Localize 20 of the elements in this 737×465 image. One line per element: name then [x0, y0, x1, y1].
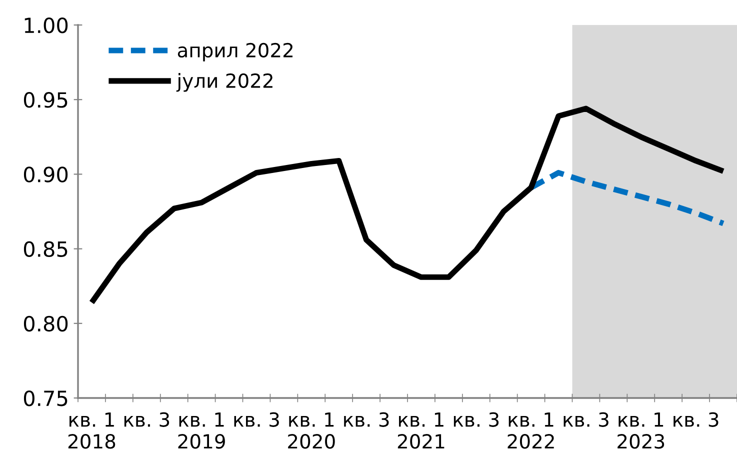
legend-label: јули 2022 [176, 72, 272, 92]
x-tick-label: кв. 3 [674, 412, 718, 427]
x-tick-label: кв. 3 [564, 412, 608, 427]
y-tick-label: 0.90 [24, 166, 68, 182]
x-tick-label: кв. 1 2021 [398, 412, 444, 449]
x-tick-label: кв. 3 [454, 412, 499, 427]
y-tick-label: 0.75 [24, 390, 68, 406]
y-tick-label: 0.80 [24, 316, 68, 332]
y-tick-label: 0.85 [24, 241, 68, 258]
x-tick-label: кв. 1 2023 [618, 412, 664, 449]
x-tick-label: кв. 3 [124, 412, 170, 427]
x-tick-label: кв. 1 2022 [508, 412, 554, 449]
x-tick-label: кв. 3 [234, 412, 279, 427]
x-tick-label: кв. 1 2020 [288, 412, 335, 449]
x-tick-label: кв. 1 2018 [68, 412, 116, 449]
y-tick-label: 0.95 [24, 92, 68, 108]
legend-label: април 2022 [178, 42, 292, 62]
x-tick-label: кв. 3 [344, 412, 389, 427]
y-tick-label: 1.00 [24, 17, 68, 34]
x-tick-label: кв. 1 2019 [178, 412, 225, 449]
